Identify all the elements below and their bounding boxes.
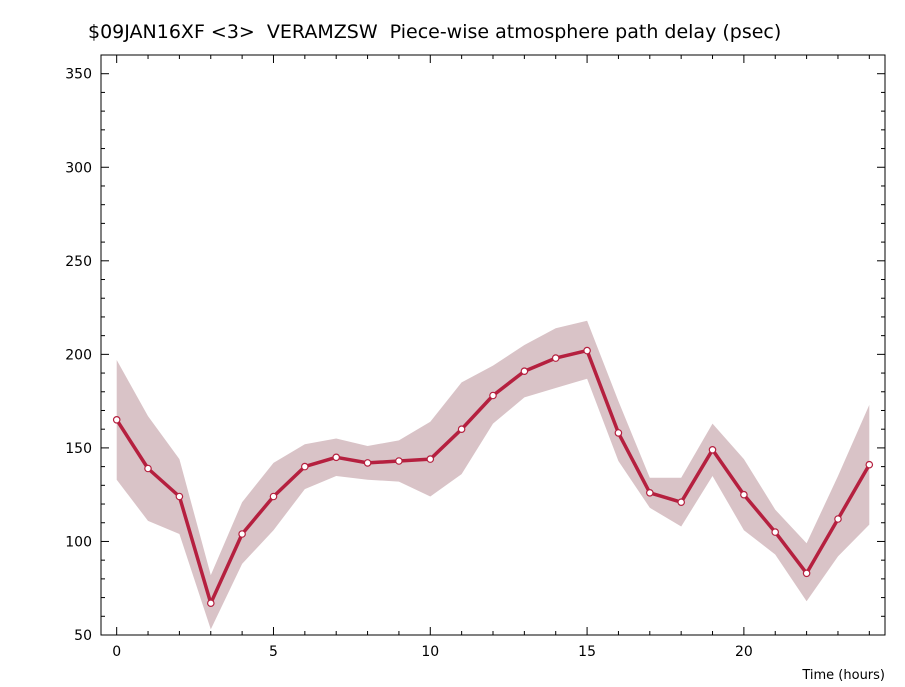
data-point	[207, 599, 215, 608]
y-tick-label: 150	[65, 441, 92, 457]
data-point	[269, 492, 278, 501]
x-tick-label: 15	[578, 644, 596, 660]
error-band	[116, 320, 870, 630]
data-point	[175, 492, 184, 501]
chart-title: $09JAN16XF <3> VERAMZSW Piece-wise atmos…	[88, 21, 781, 43]
x-tick-label: 5	[269, 644, 278, 660]
x-tick-label: 0	[112, 644, 121, 660]
data-point	[583, 346, 591, 355]
x-tick-label: 10	[421, 644, 439, 660]
data-point	[740, 490, 748, 499]
data-point	[771, 528, 780, 536]
y-tick-label: 350	[65, 67, 92, 83]
data-point	[834, 515, 842, 523]
data-point	[708, 445, 717, 454]
data-point	[489, 391, 497, 400]
data-point	[802, 569, 811, 578]
data-point	[426, 455, 435, 463]
error-band-layer	[116, 320, 870, 630]
data-point	[144, 464, 152, 473]
data-points	[112, 346, 874, 608]
x-axis-label: Time (hours)	[801, 668, 885, 683]
y-tick-label: 300	[65, 160, 92, 176]
y-tick-label: 250	[65, 254, 92, 270]
data-point	[238, 530, 246, 538]
data-point	[520, 367, 529, 376]
data-point	[677, 498, 686, 507]
data-point	[865, 460, 874, 469]
y-tick-label: 50	[74, 628, 92, 644]
data-point	[300, 462, 309, 471]
data-point	[551, 354, 560, 362]
data-point	[457, 425, 466, 434]
data-point	[395, 457, 403, 465]
tick-labels: 0 5 10 15 20 50 100 150 200 250 300 350	[65, 67, 753, 660]
data-point	[645, 488, 654, 497]
data-point	[363, 459, 372, 467]
x-tick-label: 20	[735, 644, 753, 660]
data-point	[332, 453, 341, 462]
data-point	[614, 429, 623, 437]
data-point	[112, 415, 121, 424]
y-tick-label: 100	[65, 534, 92, 550]
y-tick-label: 200	[65, 347, 92, 363]
axis-ticks	[101, 54, 885, 636]
